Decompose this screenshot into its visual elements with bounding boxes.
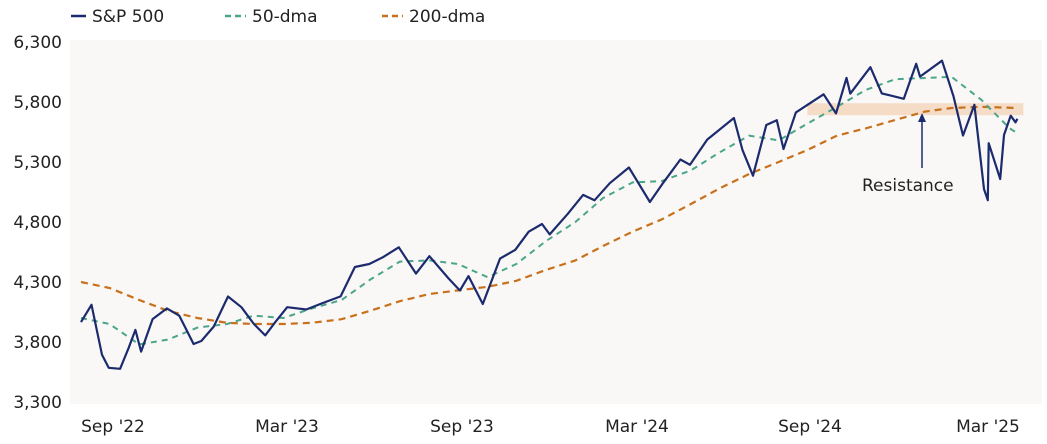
y-tick-label: 3,300	[13, 393, 62, 413]
y-tick-label: 3,800	[13, 333, 62, 353]
legend-label-50dma: 50-dma	[252, 7, 318, 27]
x-tick-label: Mar '25	[956, 417, 1020, 437]
x-tick-label: Sep '23	[430, 417, 494, 437]
y-tick-label: 6,300	[13, 33, 62, 53]
legend-label-200dma: 200-dma	[409, 7, 485, 27]
sp500-line	[80, 59, 1019, 370]
y-tick-label: 4,300	[13, 273, 62, 293]
x-tick-label: Mar '24	[605, 417, 669, 437]
dma50-line	[80, 75, 1018, 346]
plot-background	[70, 40, 1042, 404]
x-tick-label: Mar '23	[255, 417, 319, 437]
resistance-arrowhead	[918, 113, 926, 122]
x-tick-label: Sep '24	[778, 417, 842, 437]
resistance-band	[807, 103, 1024, 116]
y-tick-label: 4,800	[13, 213, 62, 233]
resistance-annotation: Resistance	[862, 113, 954, 196]
y-tick-label: 5,800	[13, 93, 62, 113]
legend: S&P 500 50-dma 200-dma	[71, 7, 485, 27]
legend-label-sp500: S&P 500	[92, 7, 164, 27]
x-tick-label: Sep '22	[81, 417, 145, 437]
y-tick-label: 5,300	[13, 153, 62, 173]
dma200-line	[80, 105, 1018, 326]
resistance-label: Resistance	[862, 176, 954, 196]
